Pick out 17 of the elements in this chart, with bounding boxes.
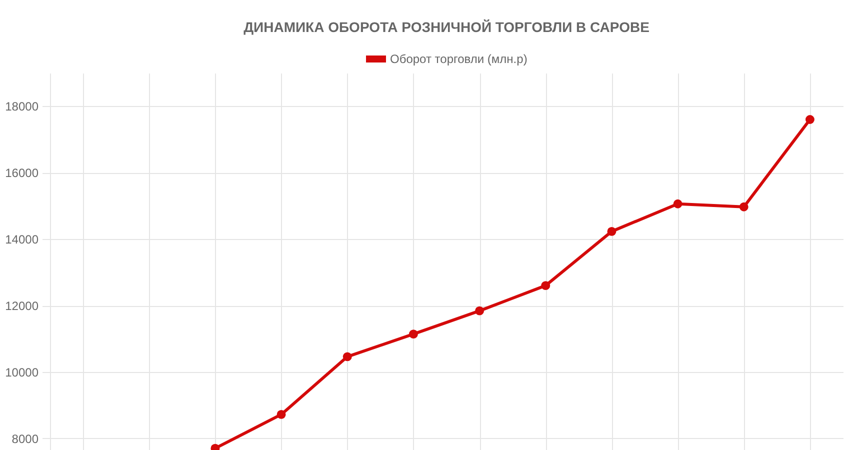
y-tick-label: 14000 — [5, 232, 39, 247]
point — [408, 330, 418, 339]
chart-title: ДИНАМИКА ОБОРОТА РОЗНИЧНОЙ ТОРГОВЛИ В САРОВЕ — [244, 19, 650, 35]
y-tick-label: 8000 — [12, 432, 39, 446]
y-tick-label: 12000 — [5, 299, 39, 314]
point — [739, 202, 748, 212]
y-tick-label: 10000 — [5, 365, 39, 380]
legend-label: Оборот торговли (млн.р) — [390, 52, 528, 66]
point — [607, 226, 616, 236]
point — [475, 306, 484, 316]
point — [541, 281, 550, 290]
y-tick-label: 18000 — [5, 100, 39, 114]
point — [673, 199, 682, 208]
point — [342, 352, 352, 362]
y-tick-label: 16000 — [5, 166, 39, 180]
point — [276, 410, 286, 419]
point — [805, 115, 814, 124]
